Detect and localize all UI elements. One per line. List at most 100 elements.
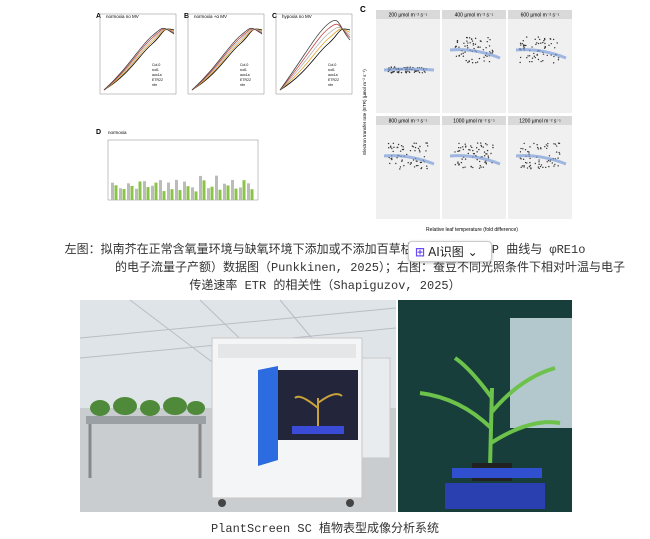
image-dot — [544, 146, 546, 148]
image-dot — [483, 60, 485, 62]
image-dot — [421, 72, 424, 74]
panel-title: 800 µmol m⁻² s⁻¹ — [389, 119, 428, 125]
image-dot — [553, 165, 555, 167]
image-dot — [554, 143, 557, 145]
ai-button[interactable]: ⊞ AI识图 ⌄ — [408, 241, 492, 262]
image-bar — [122, 189, 126, 200]
image-dot — [483, 151, 486, 153]
panel-header — [376, 10, 440, 19]
image-dot — [476, 158, 478, 161]
image-dot — [468, 148, 470, 151]
fit-line — [515, 48, 567, 60]
panel-title: 200 µmol m⁻² s⁻¹ — [389, 13, 428, 19]
image-dot — [486, 153, 488, 155]
image-dot — [528, 151, 530, 153]
image-dot — [553, 47, 556, 49]
image-dot — [467, 152, 469, 155]
image-dot — [469, 42, 471, 44]
image-dot — [531, 60, 533, 63]
maize-plant — [419, 356, 561, 469]
image-bar — [178, 190, 182, 200]
image-dot — [418, 71, 421, 74]
legend-entry: rcd1 — [152, 68, 159, 72]
image-bar — [239, 187, 242, 200]
image-dot — [458, 46, 460, 48]
image-dot — [480, 40, 482, 43]
image-dot — [426, 142, 428, 144]
image-dot — [392, 142, 395, 145]
plot-area — [442, 19, 506, 113]
image-dot — [425, 150, 427, 152]
image-dot — [543, 40, 545, 42]
panel-header — [508, 116, 572, 125]
legend-entry: nbr — [152, 83, 158, 87]
image-dot — [418, 149, 421, 151]
image-dot — [405, 72, 408, 74]
image-dot — [466, 40, 468, 42]
image-dot — [534, 56, 537, 59]
image-dot — [399, 168, 401, 170]
image-dot — [413, 71, 416, 73]
panel-header — [376, 116, 440, 125]
plot-area — [99, 13, 177, 95]
image-dot — [470, 38, 473, 40]
image-dot — [396, 157, 398, 159]
image-dot — [405, 70, 407, 73]
image-dot — [484, 161, 486, 163]
image-dot — [400, 145, 403, 147]
image-dot — [389, 145, 392, 147]
image-bar — [215, 175, 218, 200]
legend-entry: ETR22 — [152, 78, 163, 82]
image-dot — [531, 46, 533, 48]
panel-title: normoxia +α MV — [194, 14, 227, 19]
image-dot — [491, 52, 494, 54]
panel-header — [508, 10, 572, 19]
image-dot — [520, 158, 522, 160]
image-dot — [464, 146, 467, 148]
image-dot — [537, 166, 540, 168]
image-dot — [407, 70, 409, 72]
image-dot — [409, 66, 411, 68]
image-dot — [523, 166, 525, 168]
image-dot — [402, 148, 405, 151]
image-dot — [472, 152, 475, 155]
image-dot — [534, 162, 536, 165]
image-dot — [472, 149, 474, 152]
image-dot — [467, 42, 469, 44]
image-dot — [553, 143, 555, 145]
legend-entry: Col-0 — [328, 63, 336, 67]
image-dot — [474, 43, 477, 45]
image-dot — [546, 161, 548, 163]
image-bar — [114, 185, 118, 200]
image-dot — [454, 151, 456, 153]
image-dot — [392, 71, 394, 74]
image-dot — [420, 161, 423, 164]
image-dot — [487, 155, 489, 157]
plot-area — [508, 19, 572, 113]
image-bar — [218, 189, 222, 200]
caption-text: 左图：拟南芥在正常含氧量环境与缺氧环境下添加或不添加百草枯（MV）的 OJIP … — [64, 243, 586, 257]
curve — [191, 28, 263, 91]
image-dot — [458, 146, 460, 149]
image-dot — [401, 148, 404, 151]
image-dot — [519, 151, 522, 153]
image-dot — [492, 144, 494, 146]
image-dot — [457, 162, 459, 164]
image-dot — [397, 143, 400, 146]
image-dot — [462, 148, 465, 151]
image-dot — [542, 41, 544, 44]
image-dot — [524, 149, 527, 151]
image-dot — [538, 159, 540, 161]
image-dot — [420, 167, 423, 169]
image-bar — [234, 188, 238, 200]
plot-area — [442, 125, 506, 219]
legend-entry: rcd1 — [240, 68, 247, 72]
panel-label: D — [96, 129, 101, 136]
bench — [86, 416, 206, 424]
image-dot — [537, 36, 540, 38]
image-dot — [543, 37, 546, 40]
image-dot — [485, 162, 487, 164]
image-dot — [476, 151, 478, 153]
